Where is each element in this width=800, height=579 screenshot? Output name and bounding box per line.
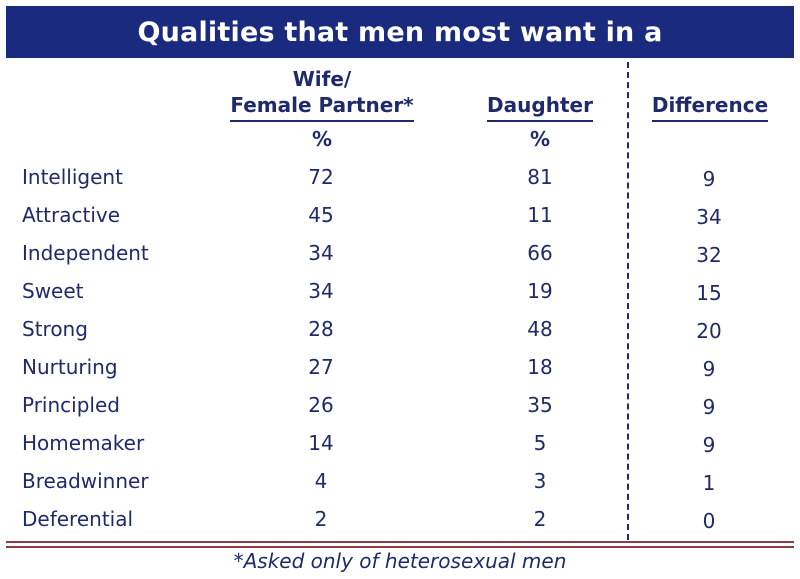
- daughter-value: 3: [533, 469, 547, 493]
- header-difference-label: Difference: [651, 92, 769, 122]
- daughter-value: 81: [527, 165, 553, 189]
- difference-value: 0: [702, 509, 716, 533]
- wife-value: 26: [308, 393, 334, 417]
- difference-value: 9: [702, 167, 716, 191]
- row-label: Deferential: [22, 507, 134, 531]
- difference-value: 20: [696, 319, 722, 343]
- daughter-value: 48: [527, 317, 553, 341]
- table-row: Sweet 34 19 15: [0, 279, 800, 317]
- row-label: Independent: [22, 241, 149, 265]
- row-label: Sweet: [22, 279, 84, 303]
- header-daughter: Daughter %: [460, 92, 620, 152]
- daughter-value: 2: [533, 507, 547, 531]
- wife-value: 28: [308, 317, 334, 341]
- header-daughter-label: Daughter: [487, 92, 593, 122]
- row-label: Breadwinner: [22, 469, 149, 493]
- header-wife-line1: Wife/: [292, 67, 352, 91]
- difference-value: 1: [702, 471, 716, 495]
- header-daughter-unit: %: [529, 127, 551, 151]
- daughter-value: 11: [527, 203, 553, 227]
- daughter-value: 66: [527, 241, 553, 265]
- table-row: Homemaker 14 5 9: [0, 431, 800, 469]
- difference-value: 9: [702, 357, 716, 381]
- table-row: Intelligent 72 81 9: [0, 165, 800, 203]
- daughter-value: 18: [527, 355, 553, 379]
- wife-value: 45: [308, 203, 334, 227]
- header-wife-line2: Female Partner*: [230, 92, 414, 122]
- wife-value: 14: [308, 431, 334, 455]
- table-row: Breadwinner 4 3 1: [0, 469, 800, 507]
- footnote: *Asked only of heterosexual men: [233, 549, 567, 573]
- table-row: Strong 28 48 20: [0, 317, 800, 355]
- daughter-value: 19: [527, 279, 553, 303]
- difference-value: 15: [696, 281, 722, 305]
- row-label: Homemaker: [22, 431, 145, 455]
- bottom-rule-top: [6, 541, 794, 543]
- table-row: Principled 26 35 9: [0, 393, 800, 431]
- bottom-rule-bottom: [6, 546, 794, 548]
- wife-value: 4: [314, 469, 328, 493]
- column-divider: [627, 62, 629, 540]
- table-row: Nurturing 27 18 9: [0, 355, 800, 393]
- header-wife: Wife/ Female Partner* %: [212, 66, 432, 152]
- difference-value: 34: [696, 205, 722, 229]
- table-row: Attractive 45 11 34: [0, 203, 800, 241]
- daughter-value: 5: [533, 431, 547, 455]
- wife-value: 34: [308, 241, 334, 265]
- wife-value: 2: [314, 507, 328, 531]
- wife-value: 72: [308, 165, 334, 189]
- row-label: Intelligent: [22, 165, 123, 189]
- header-wife-unit: %: [311, 127, 333, 151]
- table-row: Deferential 2 2 0: [0, 507, 800, 545]
- daughter-value: 35: [527, 393, 553, 417]
- table-title-bar: Qualities that men most want in a: [6, 6, 794, 58]
- header-difference: Difference: [630, 92, 790, 122]
- difference-value: 9: [702, 395, 716, 419]
- row-label: Nurturing: [22, 355, 118, 379]
- table-row: Independent 34 66 32: [0, 241, 800, 279]
- table-title: Qualities that men most want in a: [137, 16, 663, 48]
- row-label: Strong: [22, 317, 88, 341]
- row-label: Attractive: [22, 203, 121, 227]
- wife-value: 34: [308, 279, 334, 303]
- row-label: Principled: [22, 393, 120, 417]
- difference-value: 32: [696, 243, 722, 267]
- difference-value: 9: [702, 433, 716, 457]
- wife-value: 27: [308, 355, 334, 379]
